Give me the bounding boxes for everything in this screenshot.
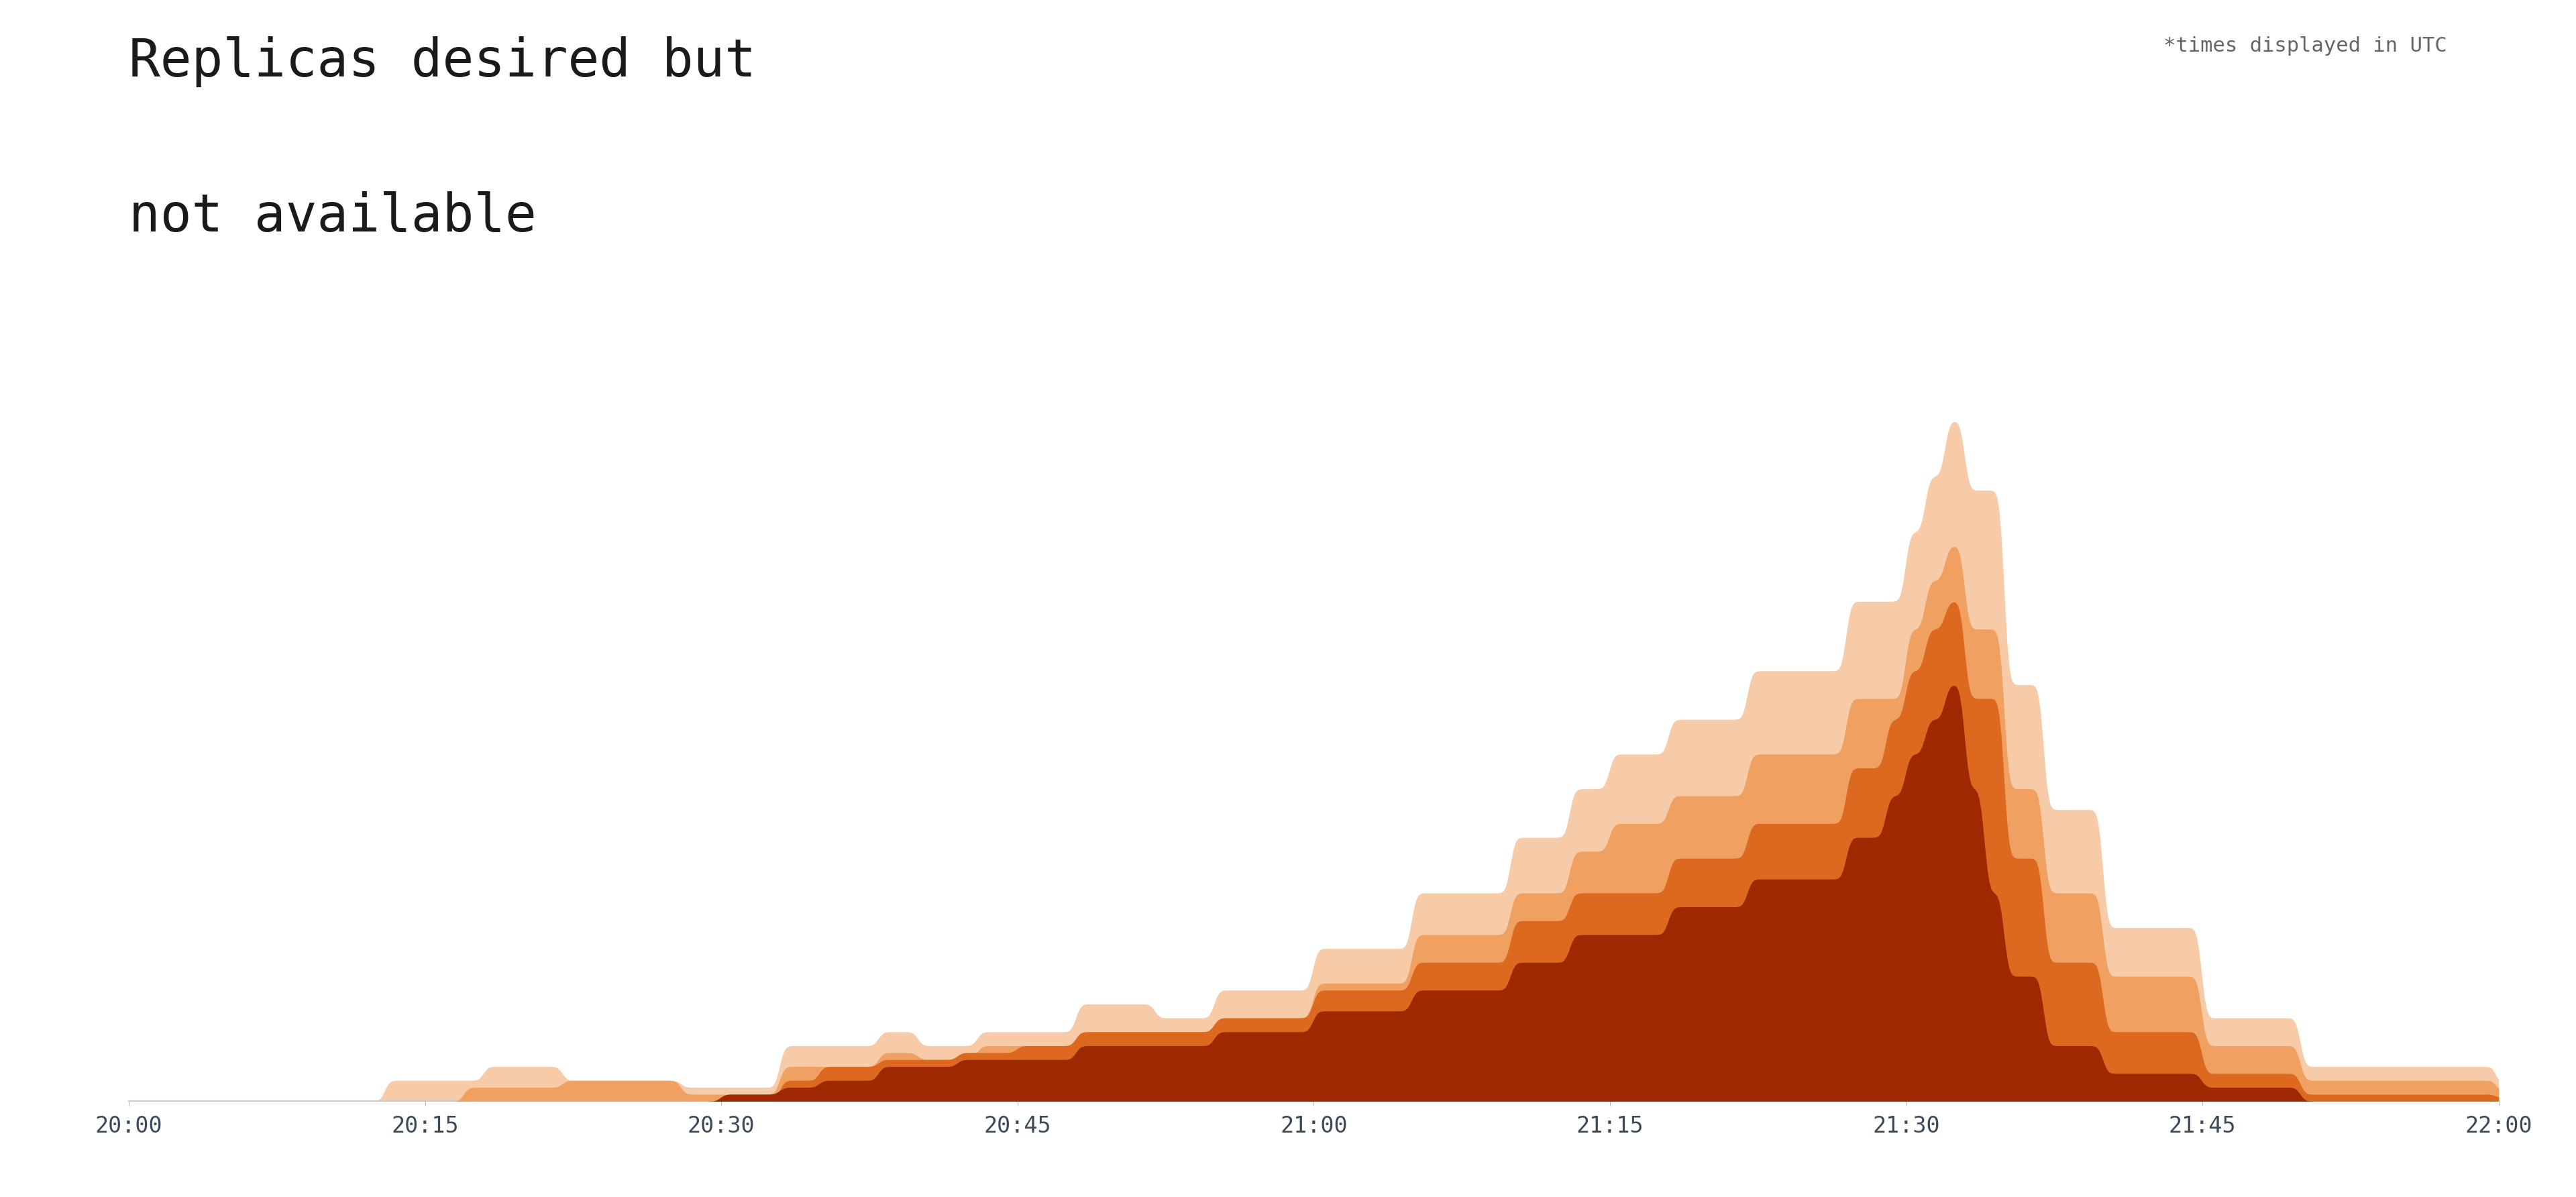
Text: not available: not available [129, 192, 536, 243]
Text: Replicas desired but: Replicas desired but [129, 36, 755, 87]
Text: *times displayed in UTC: *times displayed in UTC [2164, 36, 2447, 55]
